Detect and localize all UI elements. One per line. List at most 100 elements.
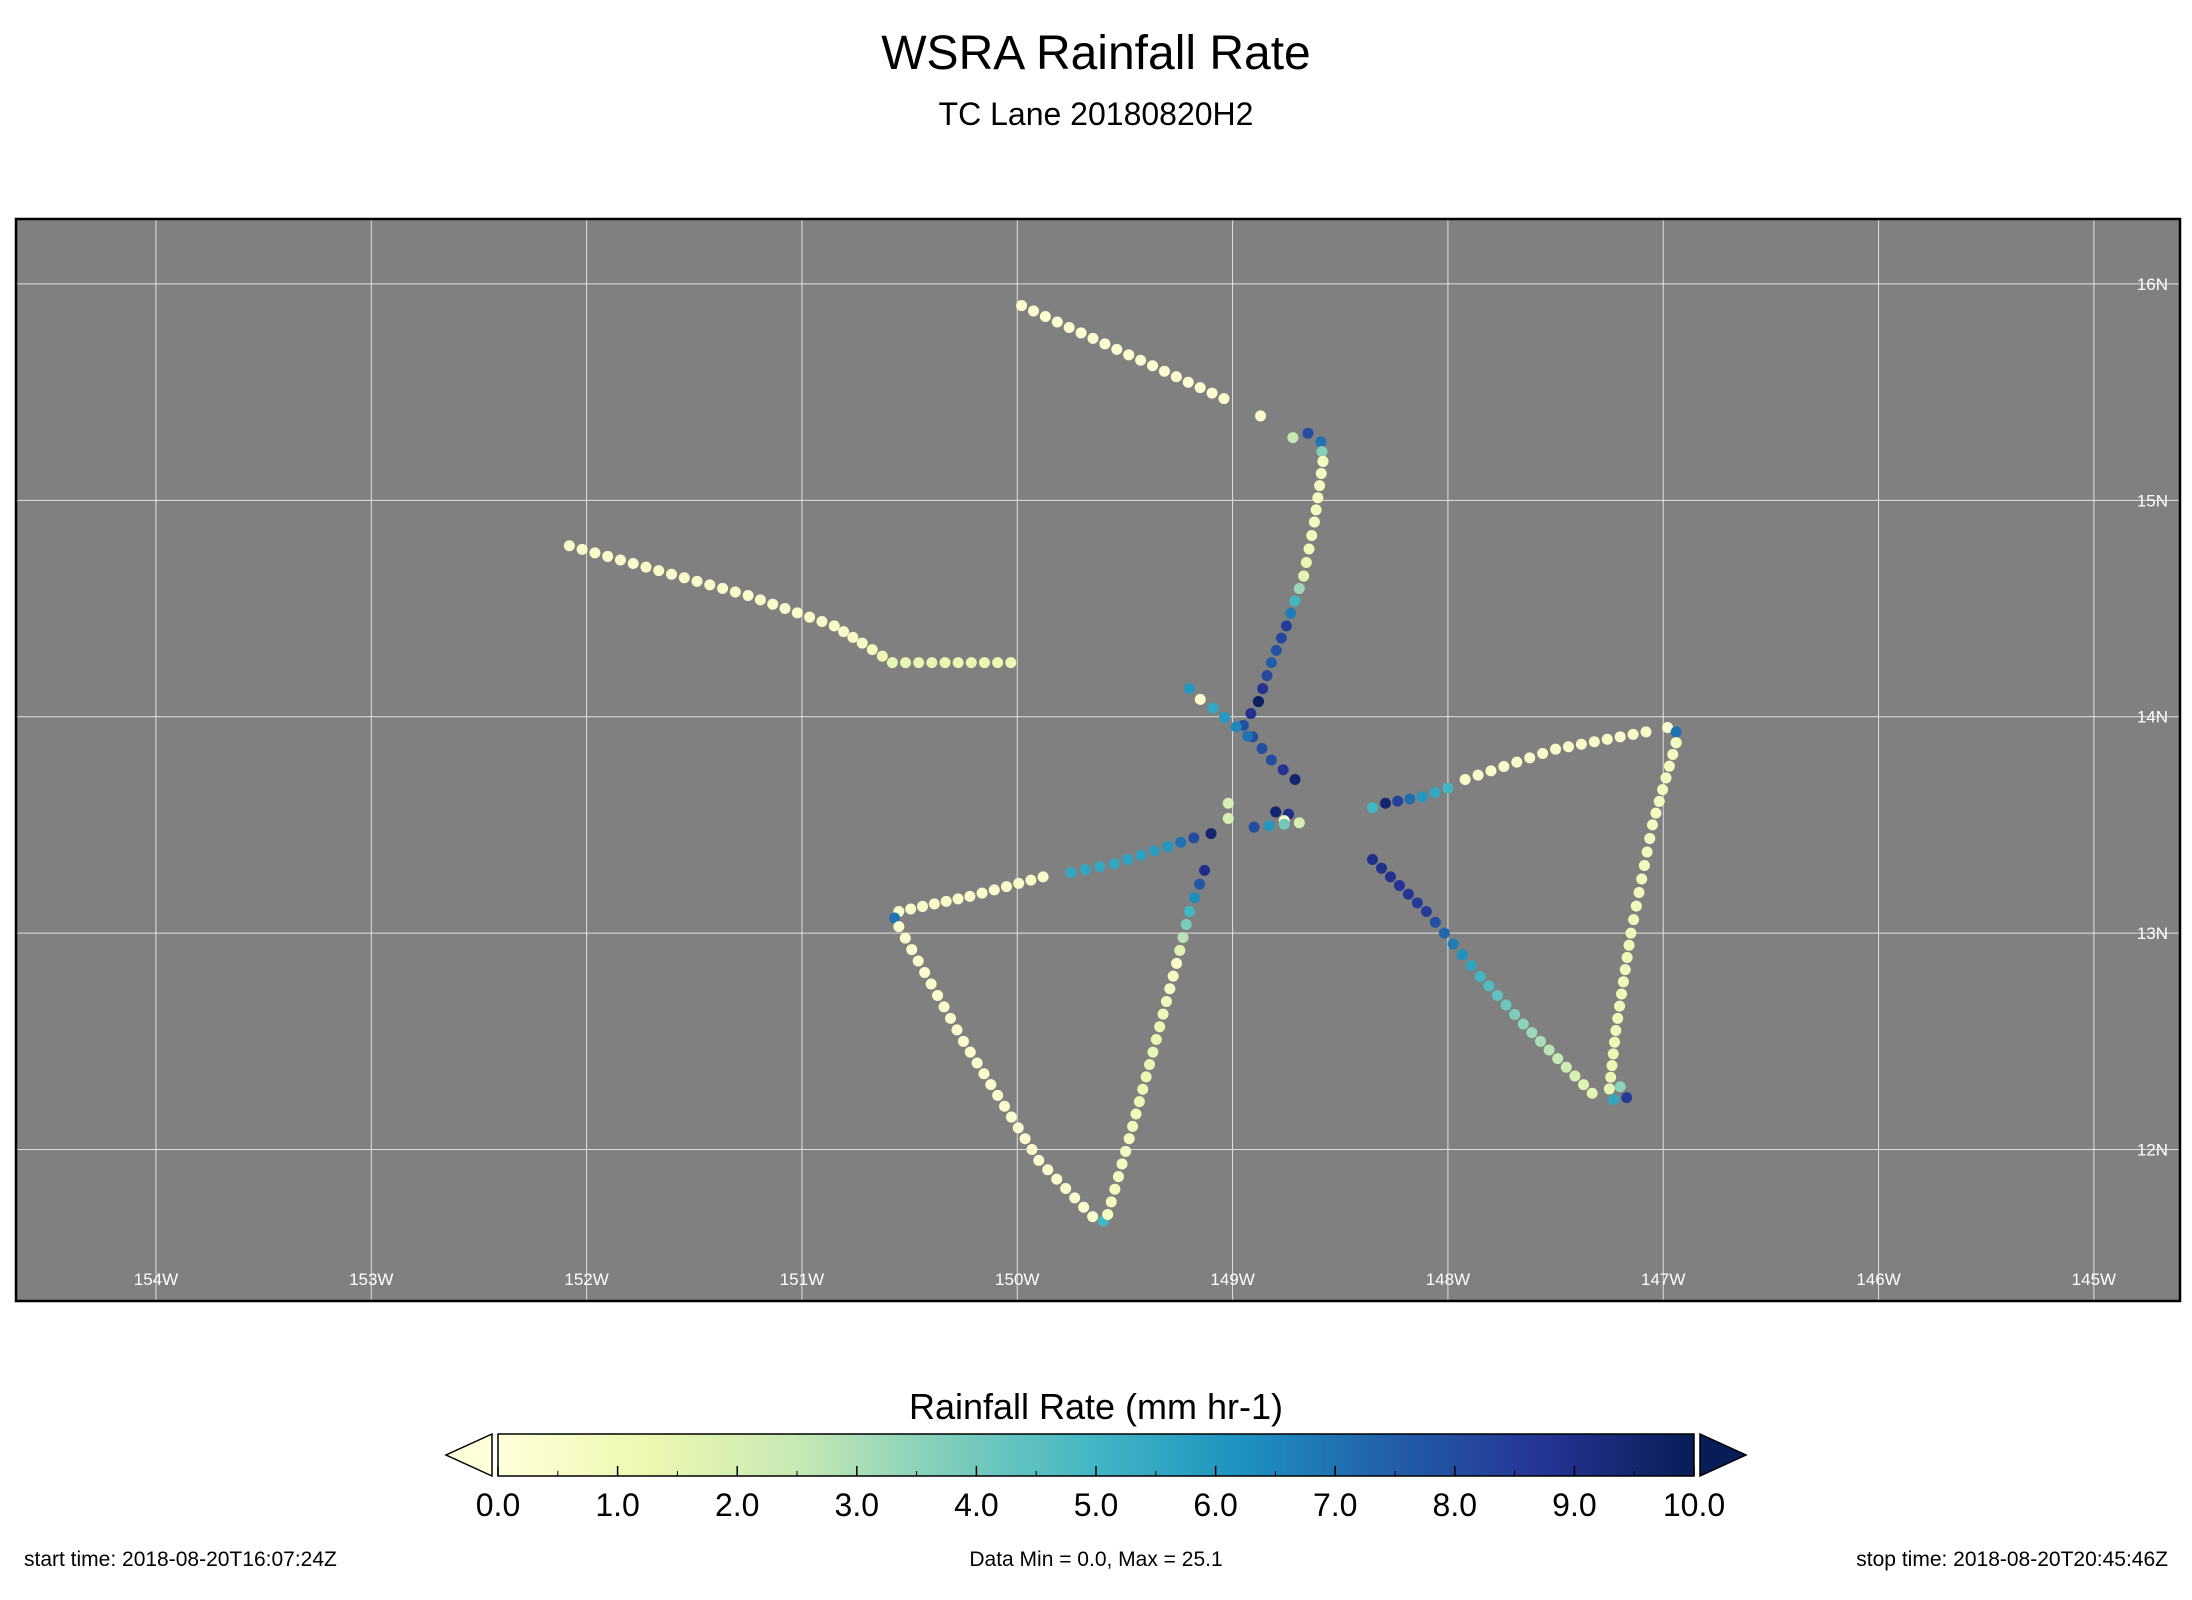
rainfall-point	[1026, 1144, 1038, 1156]
map-frame	[14, 217, 2182, 1303]
rainfall-point	[1174, 944, 1186, 956]
rainfall-point	[1550, 743, 1562, 755]
rainfall-point	[1578, 1079, 1590, 1091]
rainfall-point	[1112, 1171, 1124, 1183]
rainfall-point	[1194, 382, 1206, 394]
colorbar-extend-min	[444, 1432, 493, 1478]
rainfall-point	[1079, 864, 1091, 876]
rainfall-point	[1205, 828, 1217, 840]
rainfall-point	[952, 893, 964, 905]
rainfall-point	[1621, 1092, 1633, 1104]
rainfall-point	[1000, 881, 1012, 893]
rainfall-point	[971, 1057, 983, 1069]
rainfall-point	[1660, 772, 1672, 784]
y-tick-label: 16N	[2137, 275, 2168, 294]
chart-title: WSRA Rainfall Rate	[881, 27, 1311, 80]
x-tick-label: 147W	[1641, 1270, 1685, 1289]
rainfall-point	[1411, 897, 1423, 909]
rainfall-point	[1140, 1071, 1152, 1083]
rainfall-point	[1376, 862, 1388, 874]
rainfall-point	[1123, 1133, 1135, 1145]
rainfall-point	[893, 921, 905, 933]
y-tick-label: 15N	[2137, 491, 2168, 510]
rainfall-point	[1075, 327, 1087, 339]
rainfall-point	[1184, 683, 1196, 695]
rainfall-point	[1065, 867, 1077, 879]
rainfall-point	[964, 1046, 976, 1058]
rainfall-point	[976, 887, 988, 899]
rainfall-point	[1005, 657, 1017, 669]
rainfall-point	[1027, 305, 1039, 317]
rainfall-point	[1379, 797, 1391, 809]
rainfall-point	[1289, 595, 1301, 607]
rainfall-point	[729, 586, 741, 598]
rainfall-point	[1170, 371, 1182, 383]
rainfall-point	[1472, 769, 1484, 781]
rainfall-point	[999, 1100, 1011, 1112]
rainfall-point	[1315, 436, 1327, 448]
rainfall-point	[1617, 976, 1629, 988]
rainfall-point	[1317, 455, 1329, 467]
rainfall-point	[951, 1024, 963, 1036]
rainfall-point	[1230, 721, 1242, 733]
rainfall-point	[1524, 752, 1536, 764]
rainfall-point	[1171, 957, 1183, 969]
rainfall-point	[1638, 859, 1650, 871]
start-time: start time: 2018-08-20T16:07:24Z	[24, 1548, 337, 1571]
rainfall-point	[767, 598, 779, 610]
stop-time: stop time: 2018-08-20T20:45:46Z	[1856, 1548, 2168, 1571]
rainfall-point	[988, 884, 1000, 896]
rainfall-point	[1242, 730, 1254, 742]
rainfall-point	[1293, 583, 1305, 595]
rainfall-point	[1644, 832, 1656, 844]
rainfall-point	[1621, 951, 1633, 963]
rainfall-point	[926, 657, 938, 669]
rainfall-point	[666, 568, 678, 580]
rainfall-point	[653, 565, 665, 577]
rainfall-point	[563, 540, 575, 552]
rainfall-point	[640, 561, 652, 573]
rainfall-point	[1384, 871, 1396, 883]
rainfall-point	[1306, 529, 1318, 541]
rainfall-point	[912, 955, 924, 967]
rainfall-point	[939, 657, 951, 669]
rainfall-point	[1289, 773, 1301, 785]
rainfall-point	[1537, 748, 1549, 760]
rainfall-point	[899, 932, 911, 944]
rainfall-point	[804, 611, 816, 623]
rainfall-point	[1222, 812, 1234, 824]
rainfall-point	[1491, 989, 1503, 1001]
colorbar: 0.0 1.0 2.0 3.0 4.0 5.0 6.0 7.0 8.0 9.0 10.0	[444, 1432, 1748, 1523]
rainfall-point	[1087, 1211, 1099, 1223]
rainfall-point	[1657, 784, 1669, 796]
rainfall-point	[1275, 632, 1287, 644]
x-tick-label: 145W	[2072, 1270, 2116, 1289]
rainfall-points	[563, 300, 1682, 1227]
rainfall-point	[1474, 970, 1486, 982]
rainfall-point	[742, 590, 754, 602]
data-range: Data Min = 0.0, Max = 25.1	[969, 1548, 1223, 1571]
rainfall-point	[1392, 795, 1404, 807]
rainfall-point	[1416, 791, 1428, 803]
y-tick-label: 13N	[2137, 924, 2168, 943]
rainfall-point	[1012, 1122, 1024, 1134]
rainfall-point	[928, 898, 940, 910]
rainfall-point	[1298, 570, 1310, 582]
rainfall-point	[704, 579, 716, 591]
rainfall-point	[1429, 916, 1441, 928]
rainfall-point	[1667, 748, 1679, 760]
rainfall-point	[1094, 861, 1106, 873]
rainfall-point	[1037, 871, 1049, 883]
rainfall-point	[992, 1089, 1004, 1101]
rainfall-point	[1135, 354, 1147, 366]
rainfall-point	[1063, 321, 1075, 333]
rainfall-point	[1610, 1025, 1622, 1036]
colorbar-tick-label: 8.0	[1433, 1487, 1477, 1523]
rainfall-point	[602, 550, 614, 562]
rainfall-point	[1442, 782, 1454, 794]
rainfall-point	[1509, 1008, 1521, 1020]
rainfall-point	[1300, 557, 1312, 569]
x-tick-label: 152W	[564, 1270, 608, 1289]
rainfall-point	[1133, 1096, 1145, 1108]
